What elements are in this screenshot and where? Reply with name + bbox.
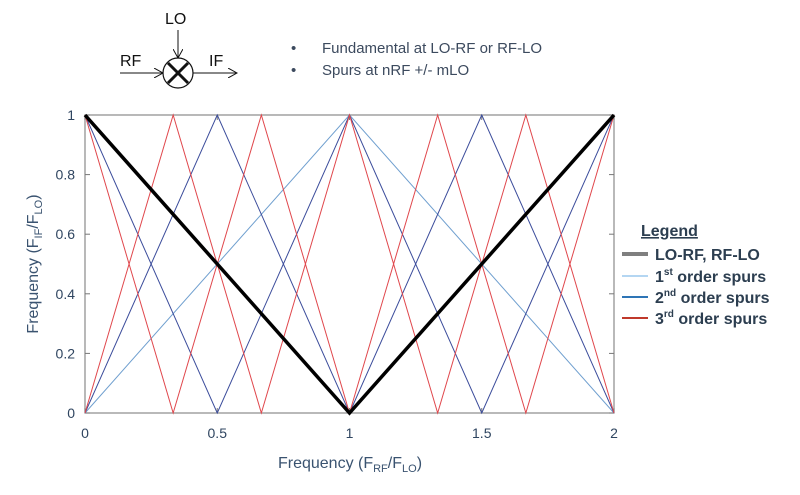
legend: Legend LO-RF, RF-LO 1st order spurs 2nd or… xyxy=(622,223,770,328)
y-tick-label: 0.2 xyxy=(56,345,76,361)
legend-item: 2nd order spurs xyxy=(655,288,770,307)
x-tick-label: 0.5 xyxy=(208,425,228,441)
svg-text:•: • xyxy=(291,62,296,79)
bullet-list: • Fundamental at LO-RF or RF-LO • Spurs … xyxy=(291,40,542,79)
bullet-item: Spurs at nRF +/- mLO xyxy=(322,62,469,79)
mixer-diagram: LO RF IF xyxy=(120,11,237,89)
series-line-lo-rf-rf-lo xyxy=(83,113,616,416)
y-tick-label: 0.4 xyxy=(56,286,76,302)
legend-item: LO-RF, RF-LO xyxy=(655,247,760,264)
y-tick-label: 1 xyxy=(67,107,75,123)
y-tick-label: 0.8 xyxy=(56,167,76,183)
bullet-item: Fundamental at LO-RF or RF-LO xyxy=(322,40,542,57)
x-tick-label: 2 xyxy=(610,425,618,441)
lo-label: LO xyxy=(165,11,186,28)
y-tick-label: 0 xyxy=(67,405,75,421)
legend-title: Legend xyxy=(641,223,698,240)
y-axis-title: Frequency (FIF/FLO) xyxy=(25,194,45,333)
rf-label: RF xyxy=(120,53,142,70)
x-tick-label: 0 xyxy=(81,425,89,441)
x-axis-title: Frequency (FRF/FLO) xyxy=(278,455,422,475)
if-label: IF xyxy=(209,53,223,70)
svg-text:•: • xyxy=(291,40,296,57)
x-tick-label: 1 xyxy=(346,425,354,441)
plot-frame xyxy=(84,114,615,414)
legend-item: 1st order spurs xyxy=(655,267,766,286)
series-line-3rd-order-spurs xyxy=(84,113,615,415)
legend-item: 3rd order spurs xyxy=(655,309,767,328)
plot-area: 0 0.5 1 1.5 2 0 0.2 0.4 0.6 0.8 1 xyxy=(56,107,619,441)
x-tick-label: 1.5 xyxy=(472,425,492,441)
y-tick-label: 0.6 xyxy=(56,226,76,242)
